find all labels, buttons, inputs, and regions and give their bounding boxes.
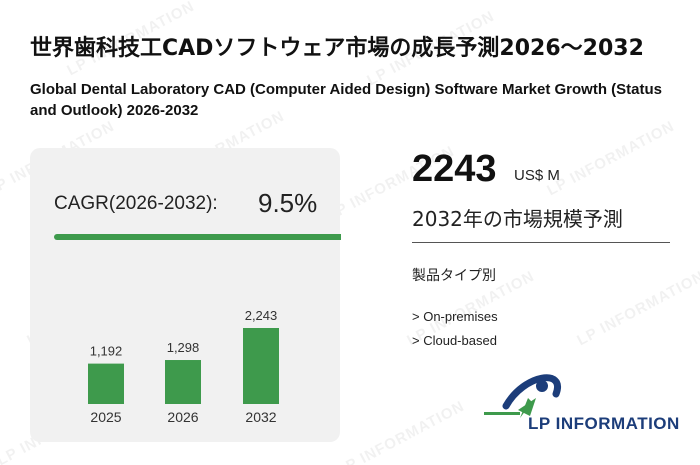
page-title: 世界歯科技工CADソフトウェア市場の成長予測2026～2032: [30, 36, 644, 61]
page-subtitle: Global Dental Laboratory CAD (Computer A…: [30, 81, 663, 119]
tick-label-2032: 2032: [245, 409, 276, 425]
logo-text: LP INFORMATION: [528, 414, 680, 433]
market-size-unit: US$ M: [514, 167, 560, 184]
cagr-underline: [54, 234, 341, 240]
bar-2025: [88, 363, 124, 404]
bar-2026: [165, 360, 201, 404]
bar-2032: [243, 328, 279, 404]
segment-title: 製品タイプ別: [412, 268, 496, 284]
data-label-2032: 2,243: [245, 308, 278, 323]
tick-label-2025: 2025: [90, 409, 121, 425]
cagr-label: CAGR(2026-2032):: [54, 193, 218, 214]
data-label-2025: 1,192: [90, 344, 123, 359]
lp-information-logo-icon: [484, 374, 561, 418]
cagr-value: 9.5%: [258, 188, 318, 218]
market-size-caption: 2032年の市場規模予測: [412, 207, 623, 231]
segment-item-on-premises: > On-premises: [412, 309, 498, 324]
data-label-2026: 1,298: [167, 340, 200, 355]
tick-label-2026: 2026: [167, 409, 198, 425]
segment-item-cloud-based: > Cloud-based: [412, 333, 497, 348]
market-size-value: 2243: [412, 148, 497, 190]
divider: [412, 242, 670, 243]
